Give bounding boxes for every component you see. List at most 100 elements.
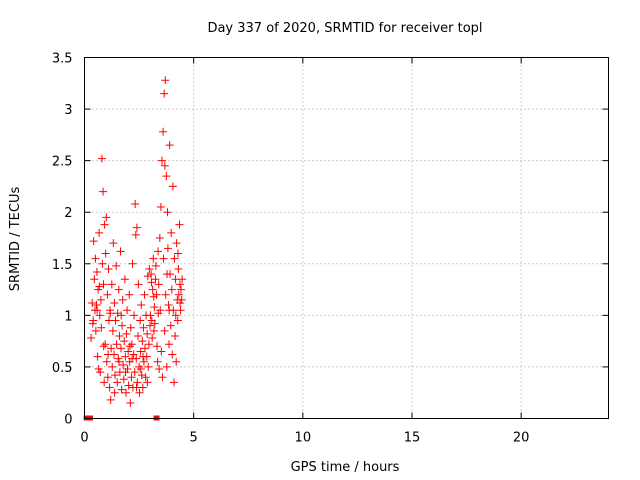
data-point: [100, 378, 109, 387]
data-point: [118, 295, 127, 304]
data-point: [114, 285, 123, 294]
data-point: [121, 352, 130, 361]
data-point: [135, 388, 144, 397]
data-point: [143, 272, 152, 281]
y-tick-label: 0: [64, 413, 72, 428]
data-point: [160, 89, 169, 98]
data-point: [163, 208, 172, 217]
data-point: [112, 340, 121, 349]
data-point: [95, 311, 104, 320]
data-point: [95, 282, 104, 291]
data-point: [113, 309, 122, 318]
data-point: [105, 383, 114, 392]
data-point: [116, 247, 125, 256]
data-point: [111, 316, 120, 325]
data-point: [97, 154, 106, 163]
data-point: [113, 378, 122, 387]
data-point: [129, 350, 138, 359]
data-point: [92, 301, 101, 310]
data-point: [154, 280, 163, 289]
data-point: [125, 342, 134, 351]
y-tick-label: 3: [64, 103, 72, 118]
data-point: [132, 383, 141, 392]
data-point: [119, 360, 128, 369]
data-point: [104, 264, 113, 273]
data-point: [102, 357, 111, 366]
data-point: [158, 156, 167, 165]
data-point: [168, 182, 177, 191]
chart-title: Day 337 of 2020, SRMTID for receiver top…: [207, 21, 482, 36]
data-point: [95, 228, 104, 237]
data-point: [172, 357, 181, 366]
data-point: [89, 237, 98, 246]
data-point: [154, 309, 163, 318]
data-point: [174, 290, 183, 299]
data-point: [136, 316, 145, 325]
data-points: [83, 76, 187, 421]
data-point: [99, 280, 108, 289]
data-point: [140, 344, 149, 353]
data-point: [162, 362, 171, 371]
data-point: [178, 275, 187, 284]
data-point: [171, 311, 180, 320]
data-point: [149, 326, 158, 335]
data-point: [107, 344, 116, 353]
data-point: [165, 141, 174, 150]
data-point: [118, 321, 127, 330]
data-point: [139, 323, 148, 332]
data-point: [90, 275, 99, 284]
x-tick-label: 0: [80, 431, 88, 446]
x-tick-label: 5: [190, 431, 198, 446]
data-point: [133, 378, 142, 387]
data-point: [147, 270, 156, 279]
data-point: [124, 347, 133, 356]
data-point: [139, 352, 148, 361]
data-point: [146, 311, 155, 320]
data-point: [172, 239, 181, 248]
data-point: [157, 347, 166, 356]
x-tick-label: 20: [513, 431, 530, 446]
data-point: [130, 311, 139, 320]
data-point: [93, 352, 102, 361]
data-point: [132, 223, 141, 232]
data-point: [127, 340, 136, 349]
data-point: [145, 264, 154, 273]
y-tick-label: 0.5: [52, 361, 73, 376]
data-point: [140, 290, 149, 299]
data-point: [154, 247, 163, 256]
data-point: [160, 161, 169, 170]
axis-ticks: [84, 57, 609, 419]
data-point: [152, 290, 161, 299]
data-point: [106, 395, 115, 404]
data-point: [88, 298, 97, 307]
data-point: [165, 306, 174, 315]
data-point: [146, 321, 154, 330]
data-point: [175, 220, 184, 229]
data-point: [168, 350, 177, 359]
data-point: [176, 306, 185, 315]
data-point: [160, 326, 169, 335]
data-point: [159, 254, 168, 263]
x-tick-label: 15: [404, 431, 421, 446]
data-point: [148, 334, 157, 343]
data-point: [106, 309, 115, 318]
data-point: [176, 298, 185, 307]
data-point: [121, 368, 130, 377]
data-point: [124, 381, 133, 390]
data-point: [88, 319, 97, 328]
y-axis-label: SRMTID / TECUs: [8, 187, 23, 292]
data-point: [98, 259, 107, 268]
data-point: [104, 350, 113, 359]
data-point: [131, 230, 140, 239]
data-point: [97, 323, 106, 332]
data-point: [152, 342, 161, 351]
data-point: [93, 306, 102, 315]
data-point: [164, 340, 173, 349]
data-point: [96, 295, 105, 304]
plot-area-border: [84, 57, 609, 419]
data-point: [163, 244, 172, 253]
data-point: [114, 357, 123, 366]
data-point: [171, 331, 180, 340]
